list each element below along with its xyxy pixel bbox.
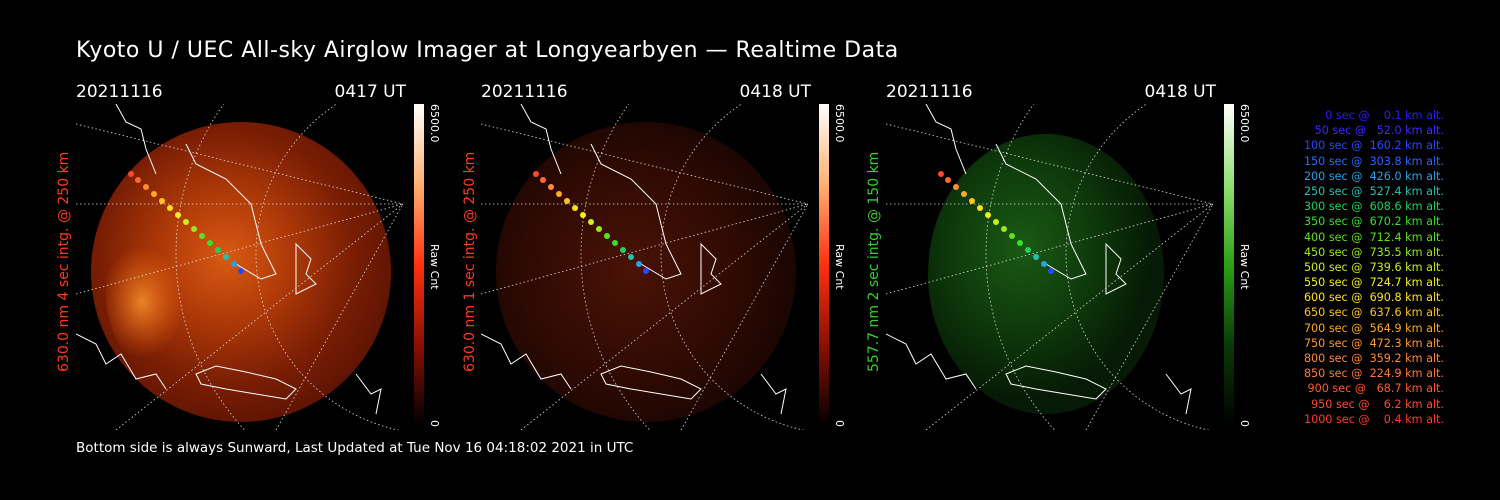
- panel-3-colorbar-unit: Raw Cnt: [1238, 244, 1251, 290]
- panel-2-time: 0418 UT: [739, 82, 812, 102]
- legend-row: 250 sec @ 527.4 km alt.: [1303, 184, 1444, 198]
- legend-row: 700 sec @ 564.9 km alt.: [1303, 321, 1444, 335]
- time-altitude-legend: 0 sec @ 0.1 km alt. 50 sec @ 52.0 km alt.…: [1258, 108, 1444, 427]
- panel-3: 20211116 0418 UT: [886, 82, 1216, 430]
- panel-3-time: 0418 UT: [1144, 82, 1217, 102]
- legend-row: 200 sec @ 426.0 km alt.: [1303, 169, 1444, 183]
- panel-1-colorbar: [414, 104, 424, 426]
- panel-3-ylabel: 557.7 nm 2 sec intg. @ 150 km: [866, 151, 882, 372]
- panel-1: 20211116 0417 UT: [76, 82, 406, 430]
- page-title: Kyoto U / UEC All-sky Airglow Imager at …: [76, 38, 899, 63]
- panel-2: 20211116 0418 UT: [481, 82, 811, 430]
- legend-row: 850 sec @ 224.9 km alt.: [1303, 367, 1444, 381]
- legend-row: 600 sec @ 690.8 km alt.: [1303, 291, 1444, 305]
- panel-2-ylabel: 630.0 nm 1 sec intg. @ 250 km: [462, 151, 478, 372]
- panel-3-colorbar: [1224, 104, 1234, 426]
- panel-1-image: [76, 104, 403, 430]
- panel-1-colorbar-unit: Raw Cnt: [428, 244, 441, 290]
- panel-1-trajectory: [128, 171, 244, 274]
- panel-3-colorbar-max: 6500.0: [1238, 104, 1251, 143]
- panel-3-trajectory: [938, 171, 1054, 274]
- legend-row: 750 sec @ 472.3 km alt.: [1303, 336, 1444, 350]
- legend-row: 400 sec @ 712.4 km alt.: [1303, 230, 1444, 244]
- legend-row: 100 sec @ 160.2 km alt.: [1303, 139, 1444, 153]
- panel-1-colorbar-max: 6500.0: [428, 104, 441, 143]
- legend-row: 650 sec @ 637.6 km alt.: [1303, 306, 1444, 320]
- legend-row: 300 sec @ 608.6 km alt.: [1303, 200, 1444, 214]
- panel-2-date: 20211116: [481, 82, 568, 102]
- panel-2-trajectory: [533, 171, 649, 274]
- panel-3-colorbar-min: 0: [1238, 420, 1251, 427]
- legend-row: 950 sec @ 6.2 km alt.: [1311, 397, 1444, 411]
- panel-1-colorbar-min: 0: [428, 420, 441, 427]
- panel-1-ylabel: 630.0 nm 4 sec intg. @ 250 km: [56, 151, 72, 372]
- legend-row: 900 sec @ 68.7 km alt.: [1307, 382, 1445, 396]
- panel-1-date: 20211116: [76, 82, 163, 102]
- panel-2-colorbar: [819, 104, 829, 426]
- panel-2-colorbar-unit: Raw Cnt: [833, 244, 846, 290]
- legend-row: 800 sec @ 359.2 km alt.: [1303, 352, 1444, 365]
- legend-row: 150 sec @ 303.8 km alt.: [1303, 154, 1444, 168]
- legend-row: 350 sec @ 670.2 km alt.: [1303, 215, 1444, 229]
- legend-row: 550 sec @ 724.7 km alt.: [1303, 276, 1444, 290]
- panel-3-image: [886, 104, 1213, 430]
- footer-note: Bottom side is always Sunward, Last Upda…: [76, 440, 634, 456]
- panel-1-time: 0417 UT: [334, 82, 407, 102]
- legend-row: 500 sec @ 739.6 km alt.: [1303, 260, 1444, 274]
- legend-row: 1000 sec @ 0.4 km alt.: [1303, 412, 1444, 426]
- panel-3-date: 20211116: [886, 82, 973, 102]
- legend-row: 450 sec @ 735.5 km alt.: [1303, 245, 1444, 259]
- panel-2-colorbar-max: 6500.0: [833, 104, 846, 143]
- panel-2-image: [481, 104, 808, 430]
- legend-row: 0 sec @ 0.1 km alt.: [1325, 109, 1444, 122]
- legend-row: 50 sec @ 52.0 km alt.: [1314, 124, 1444, 138]
- panel-2-colorbar-min: 0: [833, 420, 846, 427]
